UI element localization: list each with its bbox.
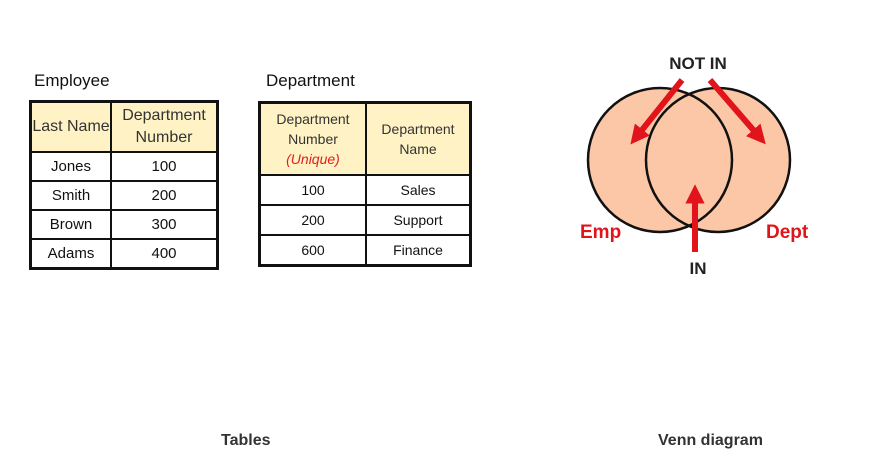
tables-caption: Tables — [221, 432, 271, 449]
cell-last-name: Adams — [29, 238, 112, 270]
unique-note: (Unique) — [286, 151, 340, 167]
table-row: 100 Sales — [258, 174, 472, 206]
cell-department-number: 400 — [110, 238, 219, 270]
cell-department-number: 200 — [258, 204, 367, 236]
not-in-right-arrow — [707, 78, 766, 145]
cell-department-number: 600 — [258, 234, 367, 267]
employee-table: Last Name Department Number Jones 100 Sm… — [29, 100, 219, 270]
employee-table-title: Employee — [34, 71, 110, 90]
cell-department-number: 100 — [258, 174, 367, 206]
in-label: IN — [690, 259, 707, 278]
department-table: Department Number (Unique) Department Na… — [258, 101, 472, 267]
table-row: Smith 200 — [29, 180, 219, 211]
table-row: Brown 300 — [29, 209, 219, 240]
cell-department-number: 200 — [110, 180, 219, 211]
column-header-department-number: Department Number — [110, 100, 219, 153]
column-header-department-number: Department Number (Unique) — [258, 101, 367, 176]
column-header-last-name: Last Name — [29, 100, 112, 153]
cell-department-name: Support — [365, 204, 472, 236]
cell-department-number: 300 — [110, 209, 219, 240]
dept-set-label: Dept — [766, 222, 809, 243]
table-header-row: Last Name Department Number — [29, 100, 219, 153]
emp-set-circle — [586, 86, 734, 234]
column-header-department-name: Department Name — [365, 101, 472, 176]
table-row: Adams 400 — [29, 238, 219, 270]
table-row: 600 Finance — [258, 234, 472, 267]
venn-caption: Venn diagram — [658, 432, 763, 449]
table-row: 200 Support — [258, 204, 472, 236]
venn-diagram: NOT IN IN Emp Dept — [580, 54, 809, 278]
cell-department-name: Finance — [365, 234, 472, 267]
column-header-label: Department Number — [276, 111, 350, 147]
emp-set-label: Emp — [580, 222, 621, 243]
cell-last-name: Brown — [29, 209, 112, 240]
cell-department-name: Sales — [365, 174, 472, 206]
cell-department-number: 100 — [110, 151, 219, 182]
department-table-title: Department — [266, 71, 355, 90]
cell-last-name: Jones — [29, 151, 112, 182]
table-row: Jones 100 — [29, 151, 219, 182]
cell-last-name: Smith — [29, 180, 112, 211]
not-in-left-arrow — [630, 78, 685, 145]
not-in-label: NOT IN — [669, 54, 727, 73]
table-header-row: Department Number (Unique) Department Na… — [258, 101, 472, 176]
